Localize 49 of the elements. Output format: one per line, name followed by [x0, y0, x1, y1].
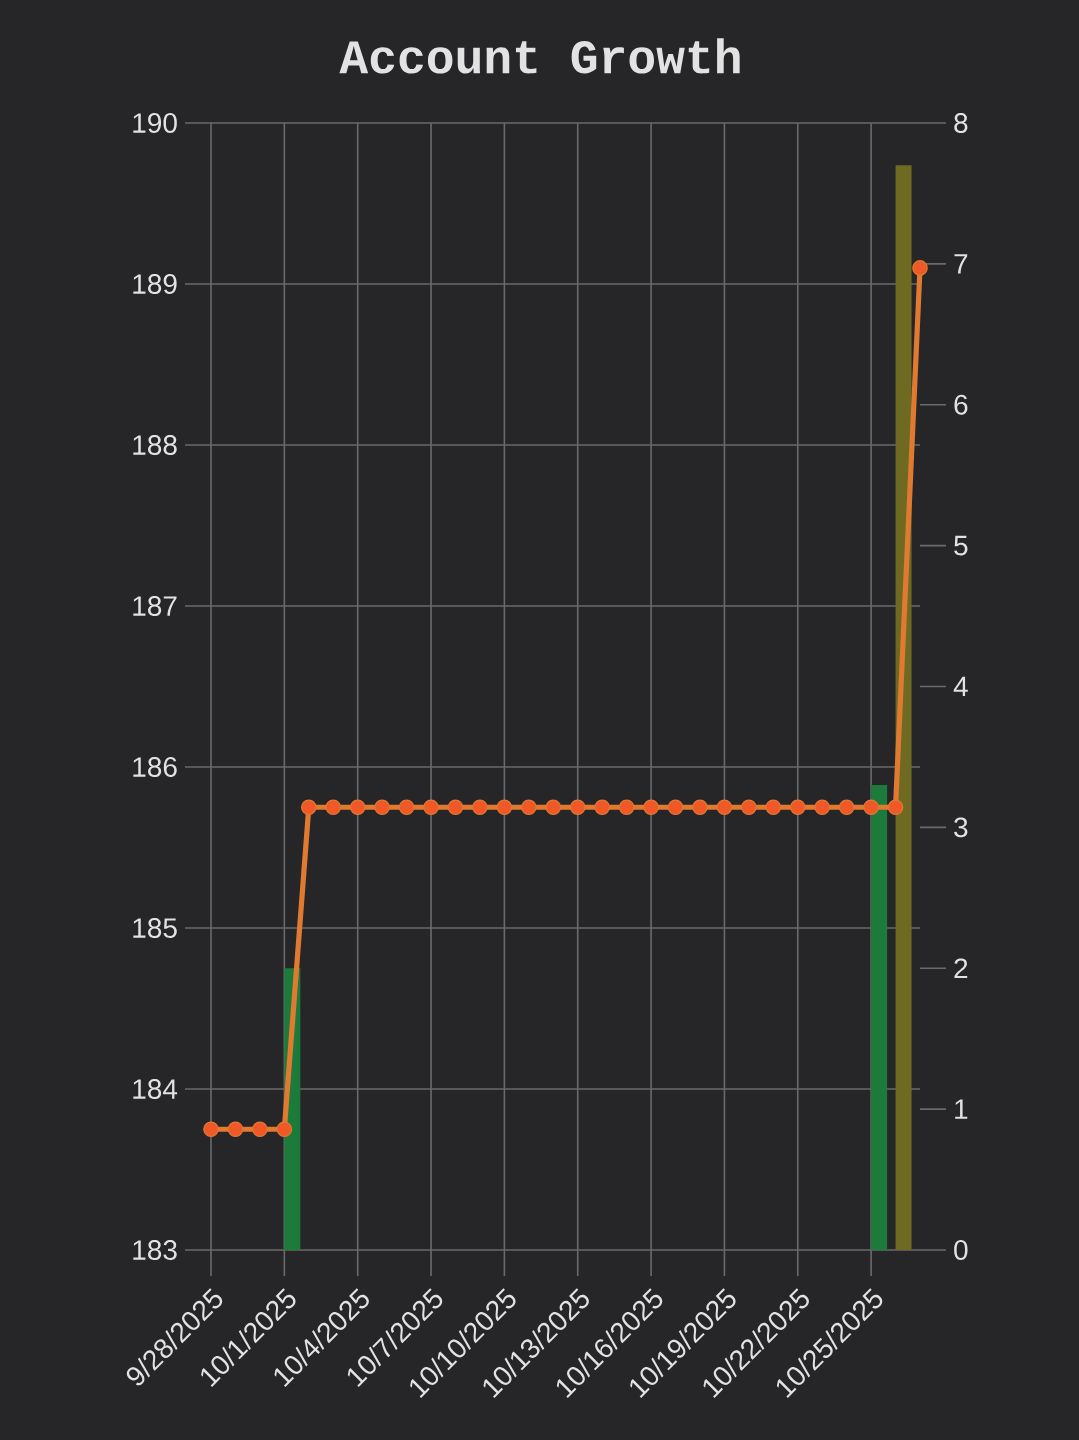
point [252, 1121, 268, 1138]
y2-tick-label: 7 [954, 254, 968, 274]
point [838, 799, 855, 816]
y2-tick-label: 8 [954, 113, 968, 133]
point [398, 799, 415, 816]
y-tick-label: 185 [133, 918, 177, 938]
point [374, 799, 390, 816]
y2-tick-label: 4 [953, 676, 968, 697]
y-tick-label: 186 [133, 757, 177, 777]
point [741, 799, 757, 816]
y2-tick-label: 2 [954, 958, 968, 979]
point [594, 799, 610, 816]
point [227, 1121, 244, 1138]
point [203, 1121, 219, 1138]
point [692, 799, 708, 816]
chart-title: Account Growth [339, 38, 740, 74]
y-tick-label: 188 [133, 435, 177, 455]
y2-tick-label: 6 [954, 394, 968, 415]
point [325, 799, 342, 816]
point [300, 799, 317, 816]
point [276, 1121, 293, 1138]
point [789, 799, 806, 816]
point [814, 799, 831, 816]
y-tick-label: 189 [133, 274, 177, 294]
y-tick-label: 190 [133, 113, 177, 133]
point [887, 799, 904, 816]
point [349, 799, 366, 816]
point [912, 260, 928, 276]
point [716, 799, 733, 816]
y2-tick-label: 3 [954, 817, 968, 838]
point [496, 799, 513, 816]
point [569, 799, 586, 816]
point [472, 799, 488, 816]
y2-tick-label: 0 [954, 1240, 968, 1260]
y2-tick-label: 5 [954, 535, 968, 556]
y-tick-label: 184 [133, 1079, 178, 1099]
point [667, 799, 684, 816]
point [423, 799, 439, 816]
point [765, 799, 782, 816]
point [618, 799, 635, 816]
y-tick-label: 183 [133, 1240, 177, 1260]
point [863, 799, 879, 816]
y-tick-label: 187 [133, 596, 177, 616]
point [643, 799, 659, 816]
point [545, 799, 562, 816]
point [447, 799, 464, 816]
point [521, 799, 537, 816]
y2-tick-label: 1 [955, 1099, 968, 1119]
bar [871, 785, 888, 1250]
